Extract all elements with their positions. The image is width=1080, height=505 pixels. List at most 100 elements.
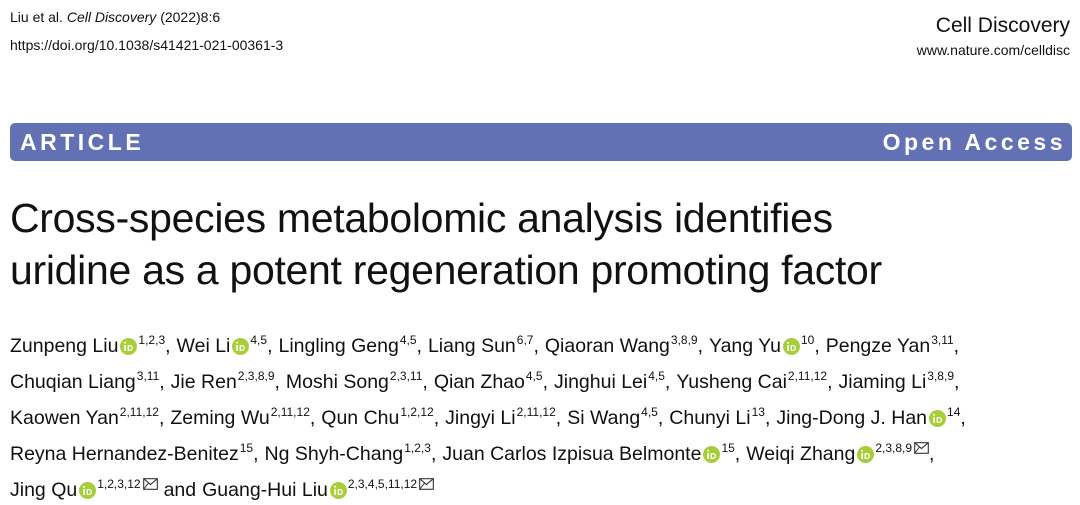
separator: , (657, 407, 664, 429)
journal-url[interactable]: www.nature.com/celldisc (916, 42, 1070, 58)
email-icon[interactable] (914, 442, 929, 454)
author[interactable]: Qun Chu1,2,12, (321, 397, 439, 433)
author[interactable]: Qian Zhao4,5, (434, 361, 548, 397)
separator: , (158, 407, 165, 429)
affiliations: 2,3,11 (389, 369, 423, 383)
separator: , (929, 443, 935, 465)
orcid-icon[interactable] (329, 482, 347, 499)
affiliations: 2,11,12 (119, 405, 159, 419)
separator: , (422, 371, 428, 393)
affiliations: 4,5 (399, 333, 417, 347)
journal-name: Cell Discovery (935, 14, 1070, 37)
author[interactable]: Guang-Hui Liu 2,3,4,5,11,12 (202, 469, 434, 505)
separator: , (814, 335, 820, 357)
affiliations: 2,3,8,9 (875, 441, 913, 455)
doi[interactable]: https://doi.org/10.1038/s41421-021-00361… (10, 37, 284, 53)
affiliations: 15 (239, 441, 254, 455)
author[interactable]: Jing-Dong J. Han 14, (776, 397, 965, 433)
author[interactable]: Liang Sun6,7, (428, 325, 539, 361)
separator: , (533, 335, 539, 357)
author-name: Jing-Dong J. Han (776, 407, 928, 429)
orcid-icon[interactable] (120, 338, 138, 355)
author[interactable]: Jinghui Lei4,5, (554, 361, 670, 397)
author-name: Reyna Hernandez-Benitez (10, 443, 239, 465)
author[interactable]: Pengze Yan3,11, (826, 325, 959, 361)
affiliations: 1,2,3 (138, 333, 166, 347)
orcid-icon[interactable] (703, 446, 721, 463)
citation: Liu et al. Cell Discovery (2022)8:6 (10, 8, 220, 26)
access: Open Access (882, 129, 1066, 155)
author-name: Jinghui Lei (553, 371, 648, 393)
separator: , (764, 407, 771, 429)
affiliations: 3,11 (931, 333, 954, 347)
author[interactable]: Reyna Hernandez-Benitez15, (10, 433, 259, 469)
orcid-icon[interactable] (79, 482, 97, 499)
author-name: Chunyi Li (669, 407, 751, 429)
author[interactable]: Weiqi Zhang 2,3,8,9, (746, 433, 934, 469)
author-name: Juan Carlos Izpisua Belmonte (442, 443, 702, 465)
author[interactable]: Juan Carlos Izpisua Belmonte 15, (442, 433, 740, 469)
citation-issue: (2022)8:6 (160, 9, 221, 25)
author-name: Guang-Hui Liu (202, 479, 328, 501)
separator: , (542, 371, 548, 393)
author[interactable]: Wei Li 4,5, (177, 325, 273, 361)
orcid-icon[interactable] (232, 338, 250, 355)
author[interactable]: Lingling Geng4,5, (278, 325, 421, 361)
affiliations: 4,5 (525, 369, 543, 383)
separator: , (309, 407, 316, 429)
article-title: Cross-species metabolomic analysis ident… (10, 192, 882, 296)
orcid-icon[interactable] (857, 446, 875, 463)
author-name: Qian Zhao (433, 371, 525, 393)
author[interactable]: Chuqian Liang3,11, (10, 361, 165, 397)
author[interactable]: Qiaoran Wang3,8,9, (545, 325, 703, 361)
author[interactable]: Zeming Wu2,11,12, (170, 397, 315, 433)
separator: , (664, 371, 671, 393)
author-name: Jingyi Li (445, 407, 516, 429)
author-list: Zunpeng Liu 1,2,3, Wei Li 4,5, Lingling Geng… (10, 325, 1075, 505)
author[interactable]: Ng Shyh-Chang1,2,3, (265, 433, 437, 469)
author-name: Kaowen Yan (10, 407, 119, 429)
author[interactable]: Yang Yu 10, (709, 325, 820, 361)
author-name: Pengze Yan (825, 335, 931, 357)
email-icon[interactable] (419, 478, 434, 490)
separator: , (954, 371, 960, 393)
author[interactable]: Moshi Song2,3,11, (286, 361, 428, 397)
author[interactable]: Kaowen Yan2,11,12, (10, 397, 164, 433)
author-name: Yang Yu (709, 335, 781, 357)
author[interactable]: Yusheng Cai2,11,12, (676, 361, 832, 397)
author-name: Chuqian Liang (10, 371, 136, 393)
separator: , (274, 371, 280, 393)
affiliations: 2,11,12 (516, 405, 556, 419)
author[interactable]: Si Wang4,5, (567, 397, 663, 433)
separator: , (433, 407, 440, 429)
author[interactable]: Jing Qu 1,2,3,12 (10, 469, 158, 505)
author[interactable]: Jie Ren2,3,8,9, (171, 361, 280, 397)
author-name: Moshi Song (285, 371, 389, 393)
separator: , (734, 443, 741, 465)
orcid-icon[interactable] (782, 338, 800, 355)
author-name: Qiaoran Wang (544, 335, 670, 357)
email-icon[interactable] (142, 478, 158, 490)
author-name: Liang Sun (427, 335, 516, 357)
affiliations: 3,8,9 (670, 333, 698, 347)
affiliations: 4,5 (250, 333, 268, 347)
separator: , (430, 443, 437, 465)
author[interactable]: Zunpeng Liu 1,2,3, (10, 325, 171, 361)
article-type: ARTICLE (20, 129, 145, 155)
affiliations: 13 (751, 405, 765, 419)
author[interactable]: Jiaming Li3,8,9, (839, 361, 960, 397)
orcid-icon[interactable] (929, 410, 947, 427)
author-name: Wei Li (176, 335, 231, 357)
author[interactable]: Chunyi Li13, (669, 397, 770, 433)
separator: , (960, 407, 966, 429)
citation-journal: Cell Discovery (66, 9, 157, 25)
separator: , (555, 407, 562, 429)
affiliations: 10 (800, 333, 815, 347)
title-line: uridine as a potent regeneration promoti… (10, 247, 882, 293)
separator: , (416, 335, 422, 357)
affiliations: 14 (947, 405, 961, 419)
author-name: Yusheng Cai (676, 371, 787, 393)
author[interactable]: Jingyi Li2,11,12, (445, 397, 561, 433)
citation-authors: Liu et al. (10, 9, 63, 25)
